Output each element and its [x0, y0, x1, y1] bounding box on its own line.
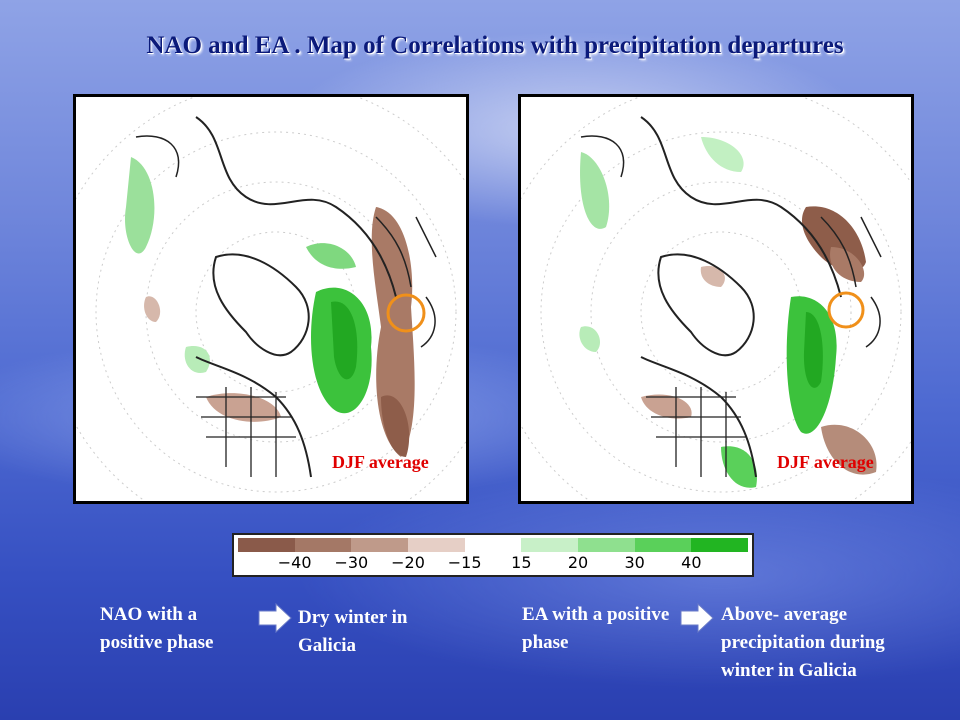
galicia-marker [386, 293, 426, 333]
color-scale-tick-label: 20 [567, 553, 589, 572]
color-scale-swatch [634, 538, 692, 552]
nao-effect-caption: Dry winter in Galicia [298, 607, 408, 656]
ea-correlation-map: DJF average [518, 94, 914, 504]
color-scale-swatch [578, 538, 635, 552]
color-scale-swatch [294, 538, 352, 552]
color-scale-labels: −40 −30 −20 −15 15 20 30 40 [238, 553, 748, 575]
color-scale-swatch [238, 538, 295, 552]
color-scale-tick-label: −30 [334, 553, 369, 572]
correlation-color-scale: −40 −30 −20 −15 15 20 30 40 [232, 533, 754, 577]
ea-map-label: DJF average [777, 452, 874, 472]
nao-map-graphic [76, 97, 466, 501]
color-scale-tick-label: −40 [277, 553, 312, 572]
page-title: NAO and EA . Map of Correlations with pr… [146, 32, 844, 59]
galicia-marker [827, 291, 865, 329]
ea-map-graphic [521, 97, 911, 501]
color-scale-swatch [408, 538, 465, 552]
ea-phase-caption: EA with a positive phase [522, 604, 670, 653]
color-scale-swatch [691, 538, 749, 552]
color-scale-swatch [351, 538, 409, 552]
color-scale-tick-label: 30 [624, 553, 645, 572]
color-scale-tick-label: −15 [447, 553, 482, 572]
nao-correlation-map: DJF average [73, 94, 469, 504]
color-scale-tick-label: −20 [391, 553, 425, 572]
color-scale-swatches [238, 538, 749, 552]
color-scale-swatch [521, 538, 579, 552]
nao-map-label: DJF average [332, 452, 429, 472]
ea-effect-caption: Above- average precipitation during wint… [721, 604, 885, 681]
color-scale-tick-label: 40 [681, 553, 702, 572]
color-scale-swatch [464, 538, 522, 552]
color-scale-tick-label: 15 [511, 553, 532, 572]
right-arrow-icon [258, 603, 292, 633]
right-arrow-icon [680, 603, 714, 633]
nao-phase-caption: NAO with a positive phase [100, 604, 214, 653]
